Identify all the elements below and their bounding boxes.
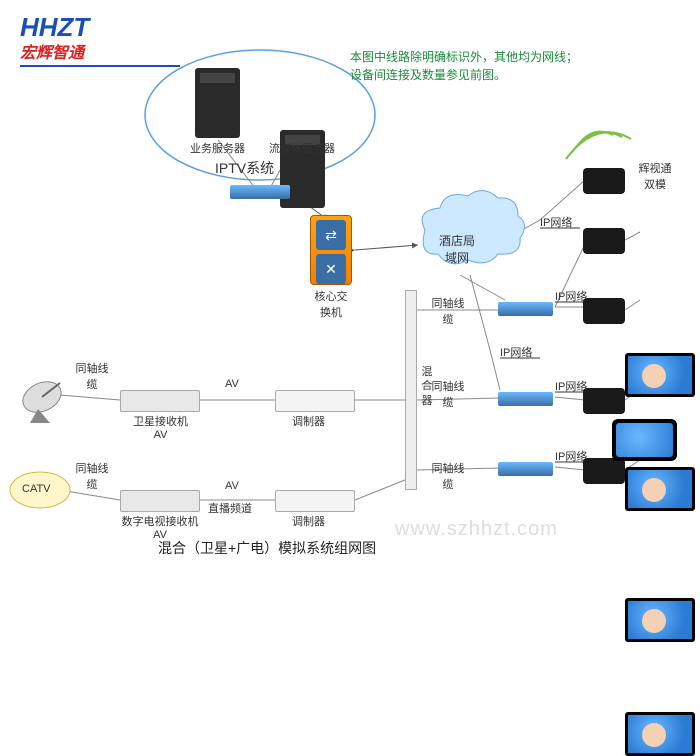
coax-r1: 同轴线 缆 xyxy=(428,295,468,327)
live-ch: 直播频道 xyxy=(208,500,252,516)
tv-1 xyxy=(625,353,695,397)
modulator-1 xyxy=(275,390,355,412)
ipnet-mid: IP网络 xyxy=(500,344,532,360)
catv-label: CATV xyxy=(22,483,51,495)
note-text: 本图中线路除明确标识外，其他均为网线； 设备间连接及数量参见前图。 xyxy=(350,48,578,84)
tablet xyxy=(612,419,677,461)
switch-r2 xyxy=(498,392,553,406)
tv-4 xyxy=(625,712,695,756)
core-switch-label: 核心交 换机 xyxy=(306,288,356,320)
mixer xyxy=(405,290,417,490)
media-server-label: 流媒体服务器 xyxy=(262,140,342,156)
coax-r3: 同轴线 缆 xyxy=(428,460,468,492)
logo-abbr: HHZT xyxy=(20,12,89,42)
coax-left-1: 同轴线 缆 xyxy=(72,360,112,392)
biz-server xyxy=(195,68,240,138)
coax-r2: 同轴线 缆 xyxy=(428,378,468,410)
stb-4 xyxy=(583,458,625,484)
av-2: AV xyxy=(225,480,239,492)
logo: HHZT 宏辉智通 xyxy=(20,12,180,67)
tv-2 xyxy=(625,467,695,511)
modulator-1-label: 调制器 xyxy=(292,413,325,429)
note-line-2: 设备间连接及数量参见前图。 xyxy=(350,66,578,84)
switch-r1 xyxy=(498,302,553,316)
tv-3 xyxy=(625,598,695,642)
core-switch: ⇄ ✕ xyxy=(310,215,352,285)
bottom-title: 混合（卫星+广电）模拟系统组网图 xyxy=(158,538,376,558)
sat-receiver-label: 卫星接收机 AV xyxy=(118,413,203,441)
iptv-title: IPTV系统 xyxy=(215,158,274,178)
cloud-lan-label: 酒店局 域网 xyxy=(432,232,482,266)
note-line-1: 本图中线路除明确标识外，其他均为网线； xyxy=(350,48,578,66)
modulator-2 xyxy=(275,490,355,512)
modulator-2-label: 调制器 xyxy=(292,513,325,529)
iptv-switch xyxy=(230,185,290,199)
sat-receiver xyxy=(120,390,200,412)
dtv-receiver xyxy=(120,490,200,512)
logo-cn: 宏辉智通 xyxy=(20,39,180,63)
dual-mode-label: 辉视通 双模 xyxy=(634,160,676,192)
stb-3 xyxy=(583,388,625,414)
stb-0 xyxy=(583,168,625,194)
stb-2 xyxy=(583,298,625,324)
av-1: AV xyxy=(225,378,239,390)
dtv-receiver-label: 数字电视接收机 AV xyxy=(105,513,215,541)
ipnet-top: IP网络 xyxy=(540,214,572,230)
stb-1 xyxy=(583,228,625,254)
coax-left-2: 同轴线 缆 xyxy=(72,460,112,492)
switch-r3 xyxy=(498,462,553,476)
biz-server-label: 业务服务器 xyxy=(180,140,255,156)
watermark: www.szhhzt.com xyxy=(395,518,558,541)
